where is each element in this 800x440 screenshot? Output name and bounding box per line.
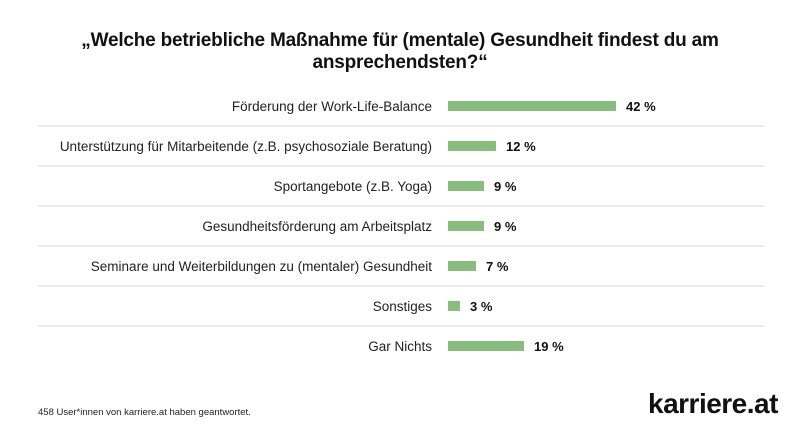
category-label: Seminare und Weiterbildungen zu (mentale… — [91, 259, 432, 274]
value-label: 42 % — [626, 99, 656, 114]
category-label: Unterstützung für Mitarbeitende (z.B. ps… — [60, 139, 432, 154]
value-label: 9 % — [494, 219, 517, 234]
bar — [448, 261, 476, 271]
category-label: Gesundheitsförderung am Arbeitsplatz — [202, 219, 432, 234]
value-label: 3 % — [470, 299, 493, 314]
brand-logo: karriere.at — [648, 388, 778, 419]
value-label: 12 % — [506, 139, 536, 154]
category-label: Förderung der Work-Life-Balance — [232, 99, 432, 114]
bar — [448, 301, 460, 311]
bar — [448, 221, 484, 231]
value-label: 19 % — [534, 339, 564, 354]
category-label: Sonstiges — [373, 299, 433, 314]
respondent-footnote: 458 User*innen von karriere.at haben gea… — [38, 407, 251, 418]
bar — [448, 341, 524, 351]
bar — [448, 141, 496, 151]
value-label: 9 % — [494, 179, 517, 194]
category-label: Gar Nichts — [368, 339, 432, 354]
category-label: Sportangebote (z.B. Yoga) — [274, 179, 432, 194]
value-label: 7 % — [486, 259, 509, 274]
bar — [448, 101, 616, 111]
chart-title: „Welche betriebliche Maßnahme für (menta… — [81, 30, 719, 73]
bar — [448, 181, 484, 191]
